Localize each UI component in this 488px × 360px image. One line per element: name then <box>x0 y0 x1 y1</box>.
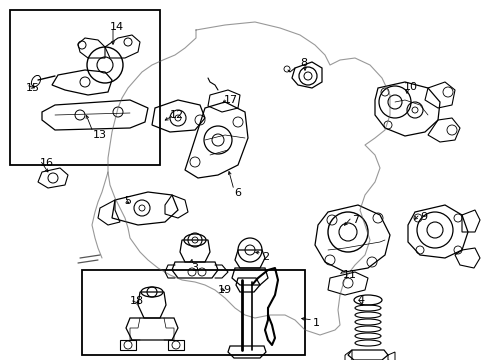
Text: 19: 19 <box>218 285 232 295</box>
Text: 14: 14 <box>110 22 124 32</box>
Text: 9: 9 <box>419 212 426 222</box>
Text: 4: 4 <box>356 295 364 305</box>
Text: 13: 13 <box>93 130 107 140</box>
Text: 11: 11 <box>342 270 356 280</box>
Bar <box>82 270 305 355</box>
Text: 2: 2 <box>262 252 268 262</box>
Text: 8: 8 <box>299 58 306 68</box>
Bar <box>10 10 160 165</box>
Text: 5: 5 <box>124 196 131 206</box>
Text: 10: 10 <box>403 82 417 92</box>
Text: 18: 18 <box>130 296 144 306</box>
Text: 7: 7 <box>351 215 358 225</box>
Text: 3: 3 <box>191 263 198 273</box>
Text: 15: 15 <box>26 83 40 93</box>
Text: 6: 6 <box>234 188 241 198</box>
Text: 1: 1 <box>312 318 319 328</box>
Text: 12: 12 <box>170 110 184 120</box>
Text: 17: 17 <box>224 95 238 105</box>
Text: 16: 16 <box>40 158 54 168</box>
